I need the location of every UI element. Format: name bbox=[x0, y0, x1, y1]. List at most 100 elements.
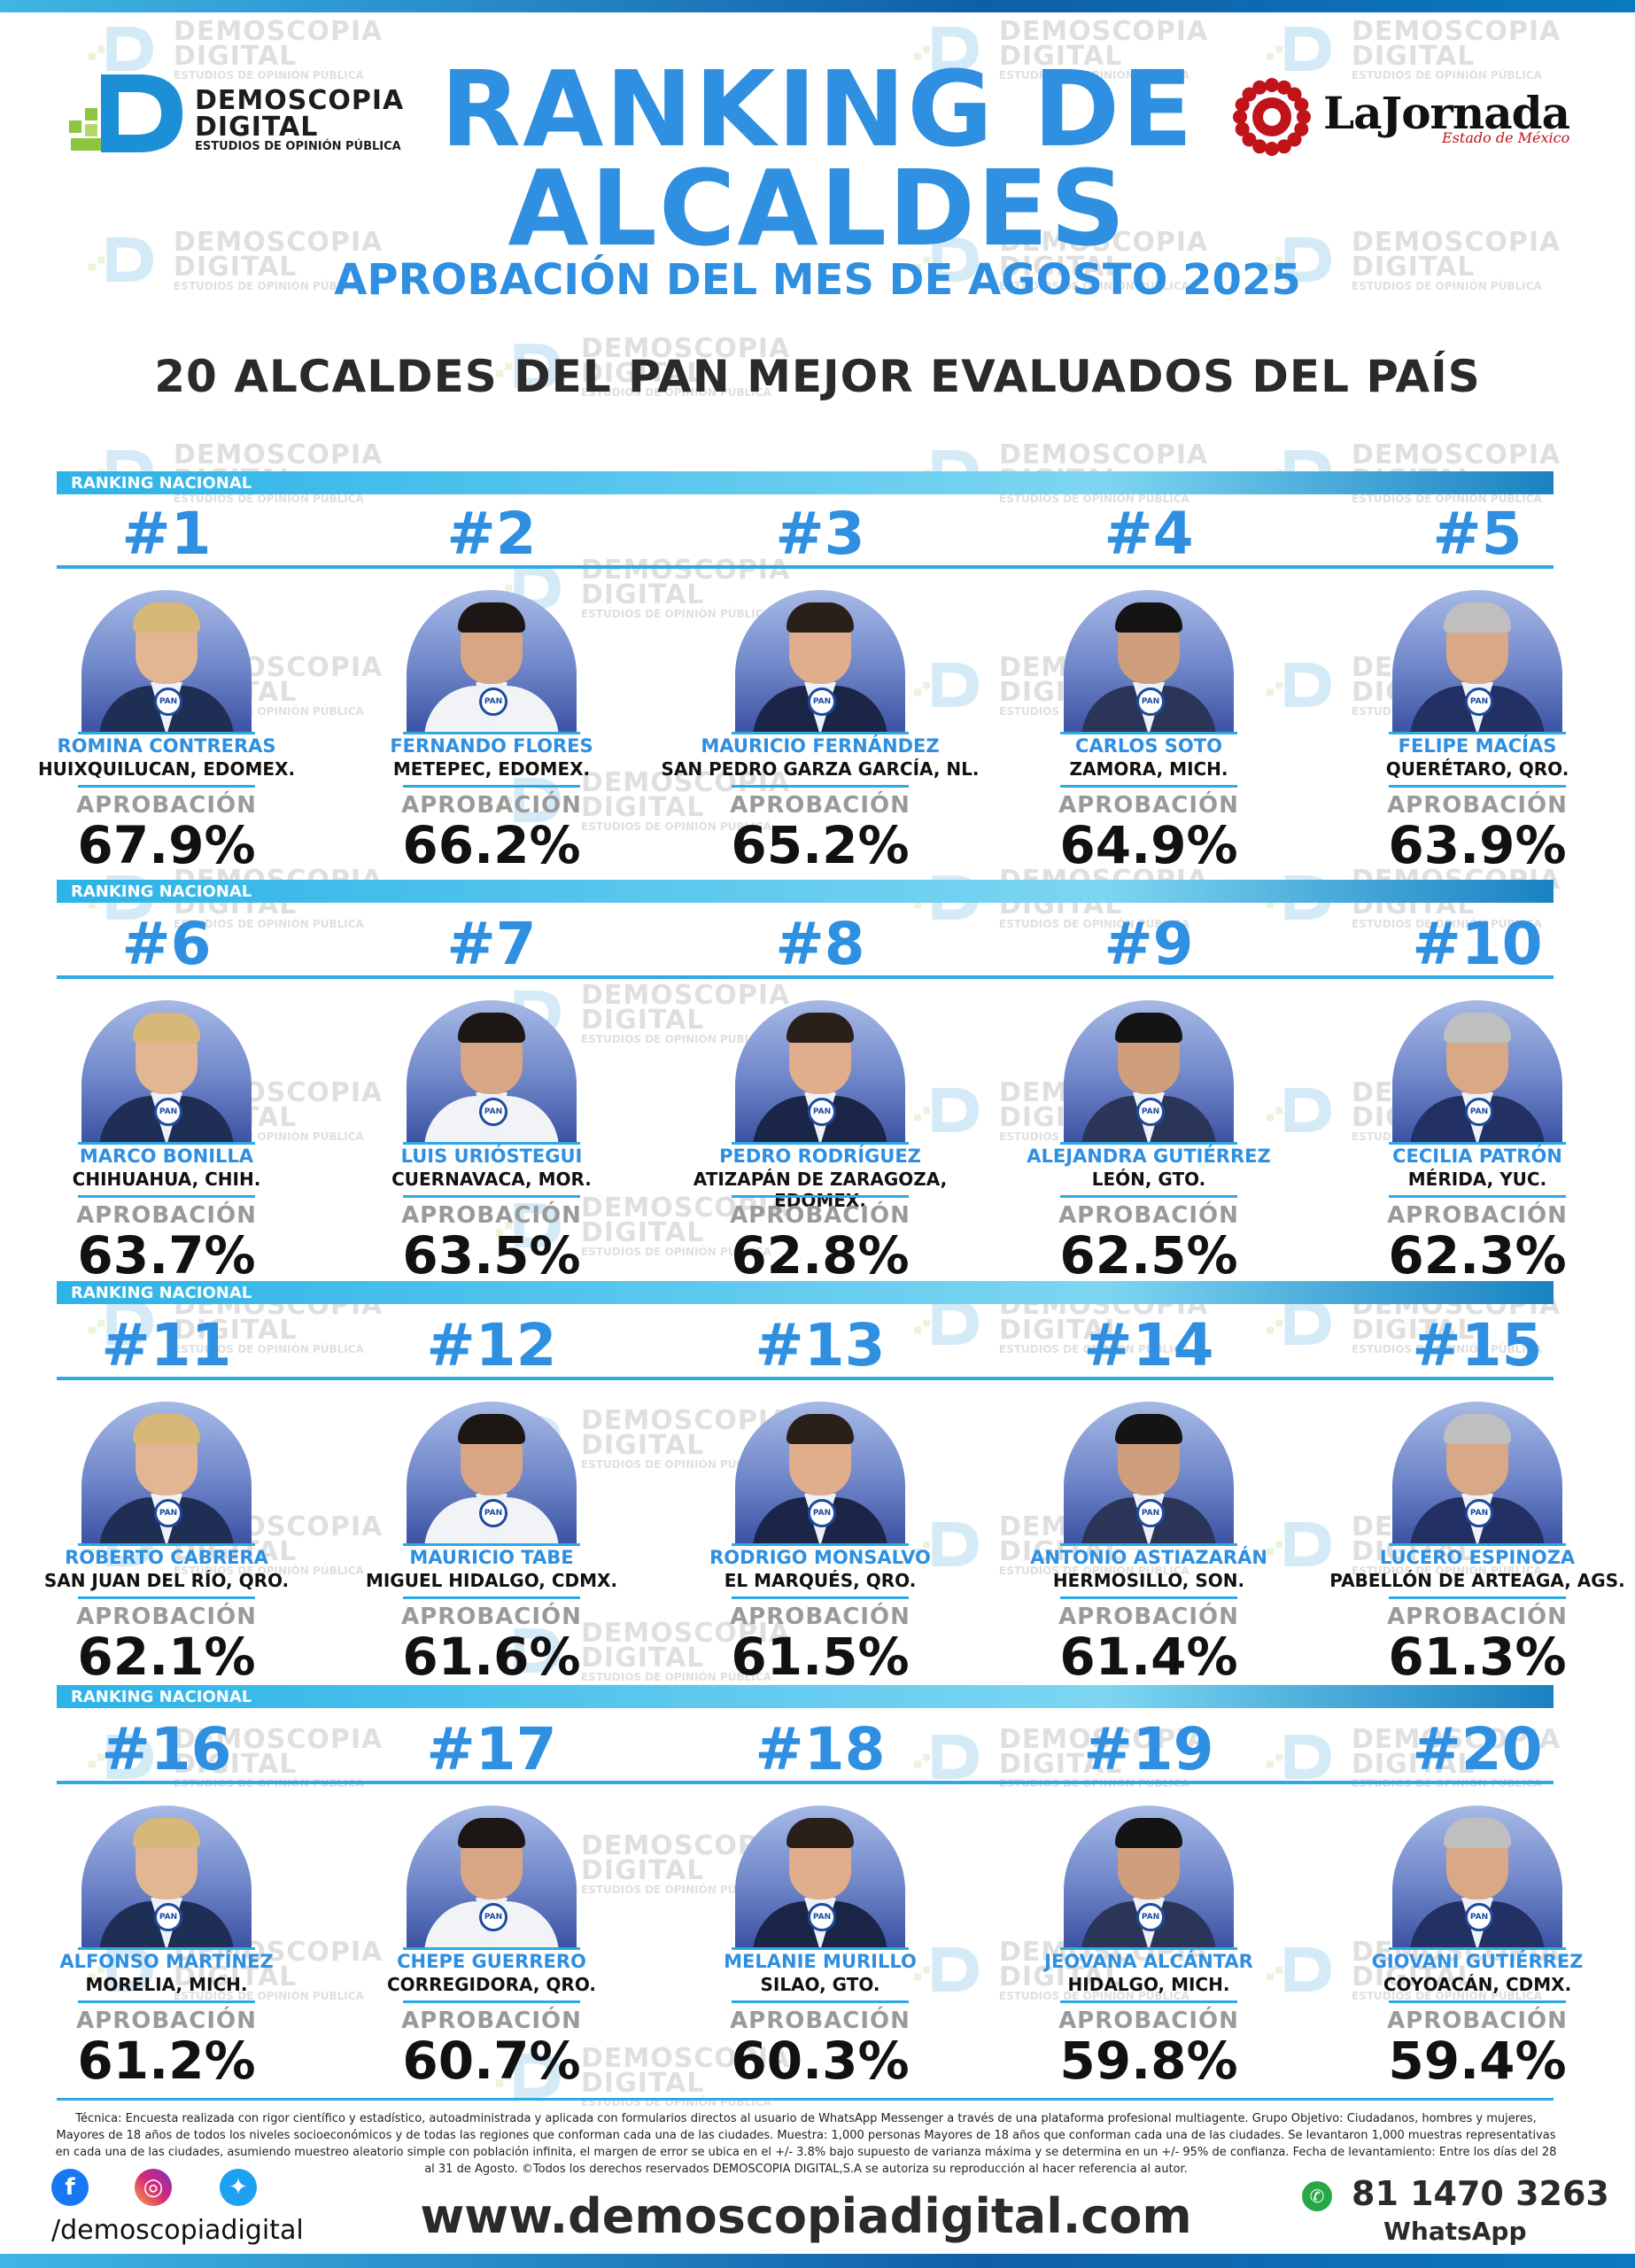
mayor-city: QUERÉTARO, QRO. bbox=[1385, 758, 1569, 780]
photo-hair bbox=[458, 602, 525, 633]
photo-hair bbox=[133, 1414, 200, 1444]
mayor-name: MAURICIO FERNÁNDEZ bbox=[701, 735, 940, 757]
photo-hair bbox=[133, 602, 200, 633]
ranking-band: RANKING NACIONAL bbox=[57, 1685, 1554, 1708]
pan-badge-icon: PAN bbox=[808, 1499, 836, 1527]
ranking-band-label: RANKING NACIONAL bbox=[71, 882, 252, 901]
rank-number: #4 bbox=[1104, 500, 1194, 568]
mayor-name: FERNANDO FLORES bbox=[390, 735, 593, 757]
city-underline bbox=[1389, 1596, 1566, 1599]
pan-badge-icon: PAN bbox=[154, 687, 182, 716]
approval-label: APROBACIÓN bbox=[1058, 1604, 1239, 1630]
city-underline bbox=[403, 2000, 580, 2003]
city-underline bbox=[1060, 2000, 1237, 2003]
approval-value: 62.1% bbox=[77, 1627, 256, 1687]
rank-number: #9 bbox=[1104, 910, 1194, 978]
mayor-city: MIGUEL HIDALGO, CDMX. bbox=[365, 1570, 618, 1591]
city-underline bbox=[1060, 785, 1237, 788]
photo-hair bbox=[1444, 1818, 1511, 1848]
approval-label: APROBACIÓN bbox=[730, 1604, 910, 1630]
pan-badge-icon: PAN bbox=[1136, 1499, 1165, 1527]
social-handle[interactable]: /demoscopiadigital bbox=[51, 2215, 304, 2246]
pan-badge-icon: PAN bbox=[1465, 1499, 1493, 1527]
approval-value: 62.5% bbox=[1059, 1225, 1238, 1285]
mayor-photo: PAN bbox=[407, 1000, 577, 1142]
rank-number: #8 bbox=[775, 910, 865, 978]
mayor-city: SILAO, GTO. bbox=[760, 1974, 880, 1995]
approval-value: 61.4% bbox=[1059, 1627, 1238, 1687]
city-underline bbox=[1389, 2000, 1566, 2003]
mayor-photo: PAN bbox=[1392, 590, 1562, 732]
mayor-photo: PAN bbox=[735, 1000, 905, 1142]
rank-number: #2 bbox=[446, 500, 537, 568]
city-underline bbox=[403, 785, 580, 788]
photo-underline bbox=[1060, 732, 1237, 734]
rank-underline bbox=[57, 975, 1554, 979]
photo-hair bbox=[787, 1818, 854, 1848]
rank-number: #13 bbox=[755, 1311, 886, 1379]
watermark-line3: ESTUDIOS DE OPINIÓN PÚBLICA bbox=[581, 608, 771, 620]
mayor-photo: PAN bbox=[1392, 1402, 1562, 1543]
approval-value: 63.5% bbox=[402, 1225, 581, 1285]
mayor-name: PEDRO RODRÍGUEZ bbox=[719, 1146, 921, 1167]
watermark-line3: ESTUDIOS DE OPINIÓN PÚBLICA bbox=[174, 69, 364, 82]
approval-label: APROBACIÓN bbox=[76, 1202, 257, 1229]
watermark-line1: DEMOSCOPIA bbox=[174, 16, 384, 47]
mayor-city: EL MARQUÉS, QRO. bbox=[724, 1570, 917, 1591]
approval-label: APROBACIÓN bbox=[1058, 792, 1239, 819]
watermark-line1: DEMOSCOPIA bbox=[999, 16, 1209, 47]
approval-value: 59.4% bbox=[1388, 2031, 1567, 2091]
watermark-line3: ESTUDIOS DE OPINIÓN PÚBLICA bbox=[1352, 69, 1542, 82]
mayor-photo: PAN bbox=[1064, 1000, 1234, 1142]
photo-underline bbox=[732, 1142, 909, 1145]
approval-label: APROBACIÓN bbox=[730, 2008, 910, 2034]
mayor-city: SAN JUAN DEL RÍO, QRO. bbox=[43, 1570, 290, 1591]
photo-hair bbox=[1444, 1013, 1511, 1043]
photo-underline bbox=[403, 1947, 580, 1950]
approval-value: 62.3% bbox=[1388, 1225, 1567, 1285]
pan-badge-icon: PAN bbox=[154, 1098, 182, 1126]
mayor-photo: PAN bbox=[1392, 1806, 1562, 1947]
photo-underline bbox=[403, 1142, 580, 1145]
approval-label: APROBACIÓN bbox=[1058, 2008, 1239, 2034]
mayor-name: RODRIGO MONSALVO bbox=[709, 1547, 931, 1568]
approval-value: 63.7% bbox=[77, 1225, 256, 1285]
watermark-line2: DIGITAL bbox=[581, 1430, 705, 1461]
instagram-icon[interactable]: ◎ bbox=[135, 2169, 172, 2206]
photo-hair bbox=[787, 1414, 854, 1444]
mayor-photo: PAN bbox=[407, 1402, 577, 1543]
brand-tagline: ESTUDIOS DE OPINIÓN PÚBLICA bbox=[195, 140, 401, 153]
rank-number: #19 bbox=[1083, 1715, 1214, 1783]
mayor-name: ROBERTO CABRERA bbox=[65, 1547, 268, 1568]
mayor-photo: PAN bbox=[81, 590, 252, 732]
mayor-photo: PAN bbox=[1064, 590, 1234, 732]
watermark-line3: ESTUDIOS DE OPINIÓN PÚBLICA bbox=[1352, 280, 1542, 292]
facebook-icon[interactable]: f bbox=[51, 2169, 89, 2206]
phone-number[interactable]: 81 1470 3263 bbox=[1352, 2174, 1609, 2213]
photo-underline bbox=[732, 1947, 909, 1950]
mayor-name: ALFONSO MARTÍNEZ bbox=[59, 1951, 274, 1972]
ranking-band-label: RANKING NACIONAL bbox=[71, 1688, 252, 1706]
rank-number: #7 bbox=[446, 910, 537, 978]
photo-underline bbox=[1060, 1142, 1237, 1145]
city-underline bbox=[1389, 1195, 1566, 1198]
pan-badge-icon: PAN bbox=[479, 687, 508, 716]
pan-badge-icon: PAN bbox=[154, 1903, 182, 1931]
photo-underline bbox=[403, 732, 580, 734]
mayor-photo: PAN bbox=[735, 1806, 905, 1947]
twitter-icon[interactable]: ✦ bbox=[220, 2169, 257, 2206]
mayor-photo: PAN bbox=[1064, 1402, 1234, 1543]
photo-underline bbox=[1389, 1543, 1566, 1546]
whatsapp-icon[interactable]: ✆ bbox=[1302, 2181, 1332, 2211]
mayor-photo: PAN bbox=[407, 590, 577, 732]
website-link[interactable]: www.demoscopiadigital.com bbox=[420, 2188, 1192, 2244]
mayor-name: LUCERO ESPINOZA bbox=[1379, 1547, 1576, 1568]
mayor-name: CARLOS SOTO bbox=[1075, 735, 1222, 757]
rank-number: #10 bbox=[1412, 910, 1543, 978]
mayor-photo: PAN bbox=[81, 1806, 252, 1947]
city-underline bbox=[732, 1195, 909, 1198]
approval-label: APROBACIÓN bbox=[76, 1604, 257, 1630]
mayor-photo: PAN bbox=[1064, 1806, 1234, 1947]
mayor-photo: PAN bbox=[1392, 1000, 1562, 1142]
mayor-name: ROMINA CONTRERAS bbox=[57, 735, 276, 757]
